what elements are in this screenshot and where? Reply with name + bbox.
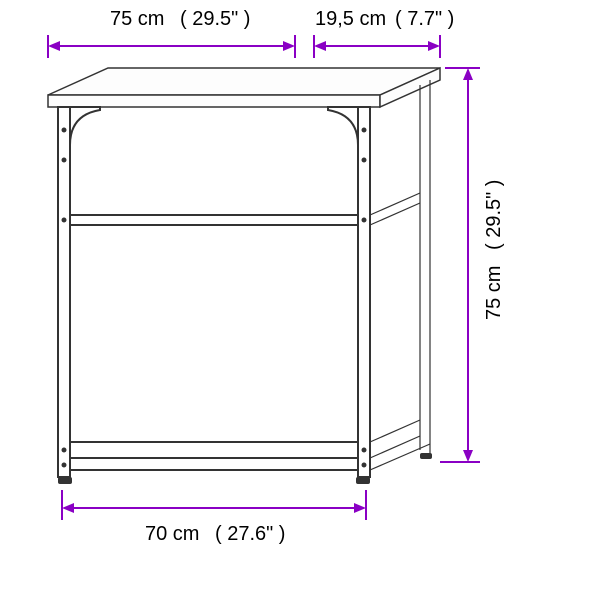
bracket-front-left: [70, 107, 100, 145]
bolt: [62, 448, 67, 453]
label-width-bottom-in: ( 27.6" ): [215, 523, 285, 545]
bolt: [362, 128, 367, 133]
bracket-front-right: [328, 107, 358, 145]
crossbar-upper-side-bot: [370, 203, 420, 225]
label-depth-in: ( 7.7" ): [395, 8, 454, 30]
dim-height: [440, 68, 480, 462]
dim-depth-top: [314, 35, 440, 58]
label-height-in: ( 29.5" ): [483, 180, 505, 250]
product-drawing: [48, 68, 440, 484]
label-width-top-in: ( 29.5" ): [180, 8, 250, 30]
dim-width-top: [48, 35, 295, 58]
foot-front-left: [58, 477, 72, 484]
bolt: [362, 448, 367, 453]
bolt: [362, 463, 367, 468]
diagram-svg: 75 cm ( 29.5" ) 19,5 cm ( 7.7" ) 75 cm (…: [0, 0, 600, 600]
table-top-front-edge: [48, 95, 380, 107]
bolt: [62, 218, 67, 223]
bolt: [62, 463, 67, 468]
bolt: [62, 158, 67, 163]
foot-front-right: [356, 477, 370, 484]
bolt: [362, 158, 367, 163]
table-top-face: [48, 68, 440, 95]
diagram-container: 75 cm ( 29.5" ) 19,5 cm ( 7.7" ) 75 cm (…: [0, 0, 600, 600]
label-height-cm: 75 cm: [483, 266, 505, 320]
crossbar-upper-side-top: [370, 193, 420, 215]
dim-width-bottom: [62, 490, 366, 520]
label-width-bottom-cm: 70 cm: [145, 523, 199, 545]
label-depth-cm: 19,5 cm: [315, 8, 386, 30]
foot-rear-right: [420, 453, 432, 459]
label-width-top-cm: 75 cm: [110, 8, 164, 30]
bolt: [362, 218, 367, 223]
bolt: [62, 128, 67, 133]
